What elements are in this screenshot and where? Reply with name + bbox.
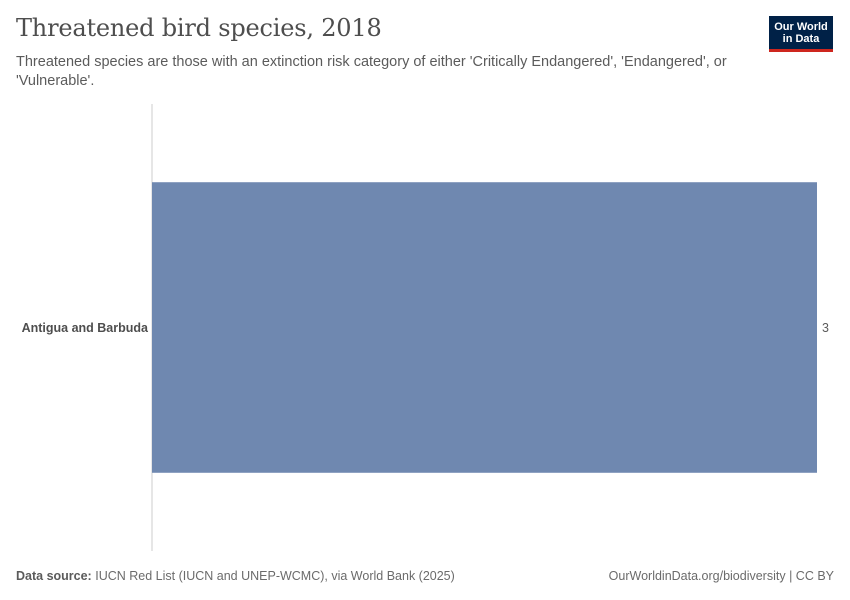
logo-line-2: in Data — [782, 33, 820, 45]
category-label: Antigua and Barbuda — [22, 321, 149, 335]
bar[interactable] — [152, 182, 817, 473]
chart-title: Threatened bird species, 2018 — [16, 14, 382, 42]
chart-subtitle: Threatened species are those with an ext… — [16, 54, 727, 89]
value-label: 3 — [822, 321, 829, 335]
logo-line-1: Our World — [774, 21, 828, 33]
owid-logo[interactable]: Our World in Data — [769, 16, 833, 52]
url-license[interactable]: OurWorldinData.org/biodiversity | CC BY — [608, 569, 834, 583]
data-source: Data source: IUCN Red List (IUCN and UNE… — [16, 569, 455, 583]
data-source-text[interactable]: IUCN Red List (IUCN and UNEP-WCMC), via … — [95, 569, 455, 583]
data-source-label: Data source: — [16, 569, 92, 583]
